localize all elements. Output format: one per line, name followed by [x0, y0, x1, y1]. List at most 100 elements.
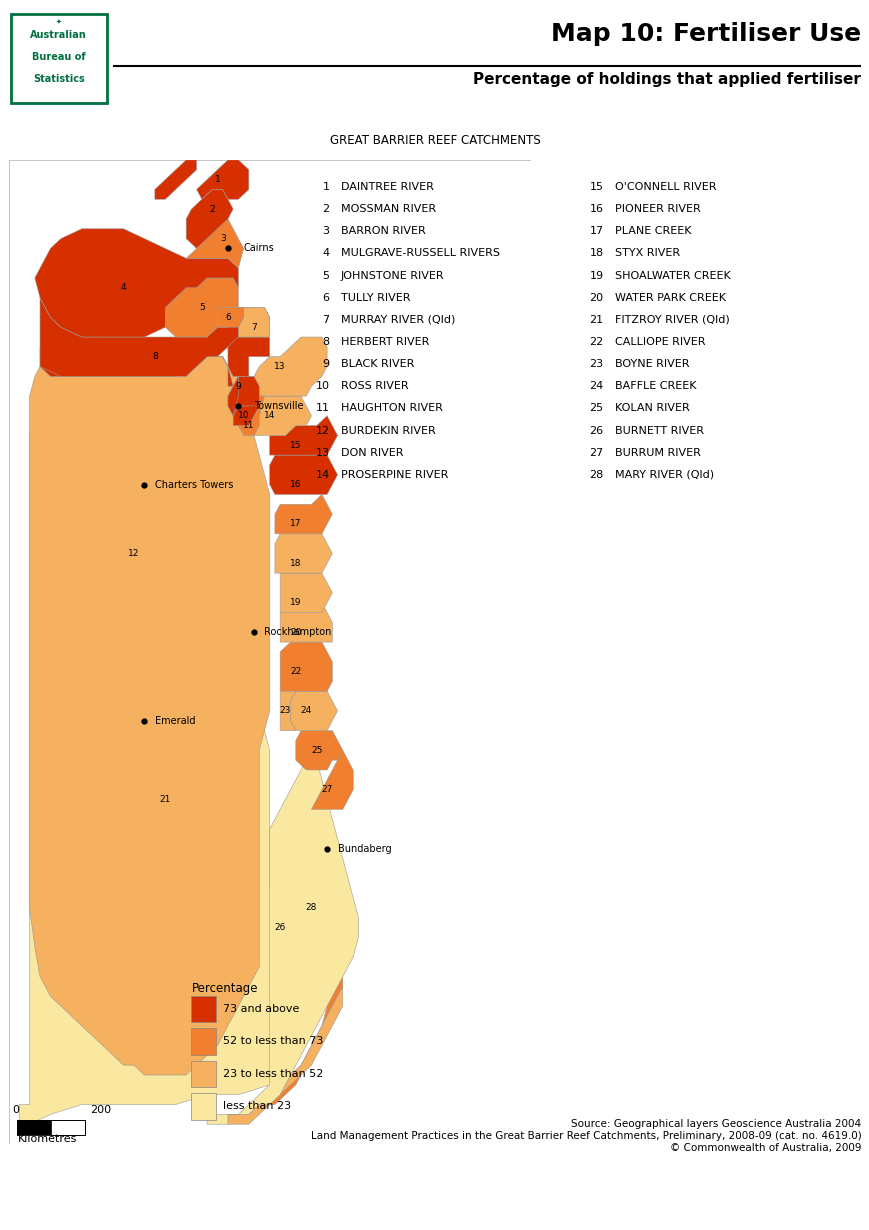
- Text: PIONEER RIVER: PIONEER RIVER: [614, 204, 700, 214]
- Text: 13: 13: [274, 362, 286, 371]
- Text: 12: 12: [128, 549, 140, 558]
- Polygon shape: [30, 357, 269, 1075]
- Text: 8: 8: [152, 352, 157, 362]
- Polygon shape: [269, 455, 337, 494]
- Text: 27: 27: [589, 448, 603, 458]
- Text: 25: 25: [589, 403, 603, 413]
- Text: 24: 24: [301, 706, 311, 716]
- Polygon shape: [155, 160, 196, 199]
- Polygon shape: [35, 229, 238, 337]
- Polygon shape: [259, 859, 348, 1105]
- Text: O'CONNELL RIVER: O'CONNELL RIVER: [614, 182, 715, 192]
- Text: BAFFLE CREEK: BAFFLE CREEK: [614, 381, 695, 391]
- Text: JOHNSTONE RIVER: JOHNSTONE RIVER: [340, 271, 444, 280]
- Text: Rockhampton: Rockhampton: [264, 627, 331, 637]
- Text: PLANE CREEK: PLANE CREEK: [614, 226, 690, 236]
- Text: DON RIVER: DON RIVER: [340, 448, 402, 458]
- Polygon shape: [207, 750, 358, 1124]
- Text: 16: 16: [589, 204, 603, 214]
- Text: Source: Geographical layers Geoscience Australia 2004
Land Management Practices : Source: Geographical layers Geoscience A…: [310, 1119, 860, 1153]
- Text: BOYNE RIVER: BOYNE RIVER: [614, 359, 688, 369]
- Text: 23: 23: [279, 706, 291, 716]
- Text: CALLIOPE RIVER: CALLIOPE RIVER: [614, 337, 705, 347]
- Polygon shape: [280, 642, 332, 691]
- Text: MULGRAVE-RUSSELL RIVERS: MULGRAVE-RUSSELL RIVERS: [340, 248, 499, 258]
- Text: 18: 18: [589, 248, 603, 258]
- Polygon shape: [217, 308, 249, 327]
- Text: BLACK RIVER: BLACK RIVER: [340, 359, 414, 369]
- Text: WATER PARK CREEK: WATER PARK CREEK: [614, 293, 725, 303]
- Text: 23: 23: [589, 359, 603, 369]
- Polygon shape: [243, 396, 311, 435]
- Text: 18: 18: [289, 558, 302, 568]
- Text: KOLAN RIVER: KOLAN RIVER: [614, 403, 688, 413]
- Text: Percentage of holdings that applied fertiliser: Percentage of holdings that applied fert…: [473, 73, 860, 87]
- Text: 3: 3: [220, 234, 225, 244]
- Text: 10: 10: [237, 411, 249, 421]
- Text: 14: 14: [315, 470, 329, 480]
- Text: Cairns: Cairns: [243, 244, 274, 253]
- Text: MOSSMAN RIVER: MOSSMAN RIVER: [340, 204, 435, 214]
- Text: 26: 26: [589, 426, 603, 435]
- Text: 22: 22: [290, 667, 301, 677]
- Text: 15: 15: [289, 440, 302, 450]
- Text: Australian: Australian: [30, 31, 87, 41]
- Text: Bundaberg: Bundaberg: [337, 844, 391, 854]
- Text: 14: 14: [263, 411, 275, 421]
- Bar: [191, 1028, 216, 1054]
- Bar: [17, 1121, 51, 1135]
- Text: 20: 20: [589, 293, 603, 303]
- Text: 23 to less than 52: 23 to less than 52: [222, 1069, 323, 1079]
- Text: 24: 24: [589, 381, 603, 391]
- Text: 20: 20: [289, 627, 302, 637]
- Text: 25: 25: [310, 745, 322, 755]
- Text: STYX RIVER: STYX RIVER: [614, 248, 679, 258]
- Text: FITZROY RIVER (Qld): FITZROY RIVER (Qld): [614, 315, 728, 325]
- Text: BARRON RIVER: BARRON RIVER: [340, 226, 425, 236]
- Text: less than 23: less than 23: [222, 1101, 291, 1111]
- Text: 19: 19: [289, 598, 302, 608]
- Text: 2: 2: [209, 204, 215, 214]
- Polygon shape: [311, 750, 353, 809]
- Text: 6: 6: [322, 293, 329, 303]
- Text: 7: 7: [251, 322, 256, 332]
- Text: 52 to less than 73: 52 to less than 73: [222, 1037, 323, 1047]
- Text: MARY RIVER (Qld): MARY RIVER (Qld): [614, 470, 713, 480]
- Text: 8: 8: [322, 337, 329, 347]
- Polygon shape: [295, 731, 342, 770]
- Text: ✦: ✦: [56, 18, 62, 25]
- Text: Emerald: Emerald: [155, 716, 196, 726]
- Text: 6: 6: [225, 312, 230, 322]
- Text: 17: 17: [589, 226, 603, 236]
- Text: 21: 21: [159, 795, 171, 804]
- Text: BURNETT RIVER: BURNETT RIVER: [614, 426, 703, 435]
- Polygon shape: [196, 160, 249, 199]
- Text: 9: 9: [235, 381, 241, 391]
- Text: MURRAY RIVER (Qld): MURRAY RIVER (Qld): [340, 315, 454, 325]
- Text: PROSERPINE RIVER: PROSERPINE RIVER: [340, 470, 448, 480]
- Polygon shape: [40, 337, 269, 416]
- Text: 15: 15: [589, 182, 603, 192]
- Polygon shape: [19, 357, 301, 1124]
- Text: Townsville: Townsville: [254, 401, 303, 411]
- Polygon shape: [233, 396, 259, 426]
- Text: 28: 28: [589, 470, 603, 480]
- Polygon shape: [238, 308, 269, 337]
- Text: Charters Towers: Charters Towers: [155, 480, 233, 490]
- Polygon shape: [249, 396, 264, 416]
- Polygon shape: [280, 691, 295, 731]
- Bar: [191, 1093, 216, 1119]
- Text: BURDEKIN RIVER: BURDEKIN RIVER: [340, 426, 434, 435]
- Text: 0: 0: [12, 1105, 19, 1116]
- Polygon shape: [269, 416, 337, 455]
- Text: 26: 26: [274, 922, 286, 932]
- Text: SHOALWATER CREEK: SHOALWATER CREEK: [614, 271, 730, 280]
- Text: 73 and above: 73 and above: [222, 1004, 299, 1014]
- Polygon shape: [40, 298, 269, 376]
- Text: Kilometres: Kilometres: [18, 1134, 77, 1144]
- Polygon shape: [254, 337, 327, 396]
- Text: 5: 5: [322, 271, 329, 280]
- Polygon shape: [238, 396, 259, 435]
- Bar: [51, 1121, 85, 1135]
- Text: GREAT BARRIER REEF CATCHMENTS: GREAT BARRIER REEF CATCHMENTS: [329, 134, 540, 148]
